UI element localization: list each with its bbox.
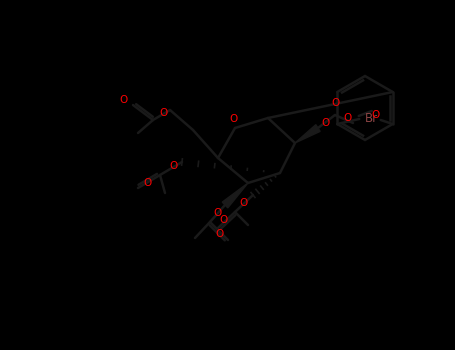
Text: O: O [331, 98, 339, 108]
Text: Br: Br [365, 112, 378, 126]
Text: O: O [170, 161, 178, 171]
Text: O: O [216, 229, 224, 239]
Text: O: O [321, 118, 329, 128]
Text: O: O [372, 110, 380, 120]
Text: O: O [144, 178, 152, 188]
Text: O: O [240, 198, 248, 208]
Text: O: O [120, 95, 128, 105]
Text: O: O [219, 215, 227, 225]
Polygon shape [295, 125, 320, 143]
Text: O: O [213, 208, 221, 218]
Polygon shape [222, 183, 248, 208]
Text: O: O [229, 114, 237, 124]
Text: O: O [343, 113, 351, 123]
Text: O: O [159, 108, 167, 118]
